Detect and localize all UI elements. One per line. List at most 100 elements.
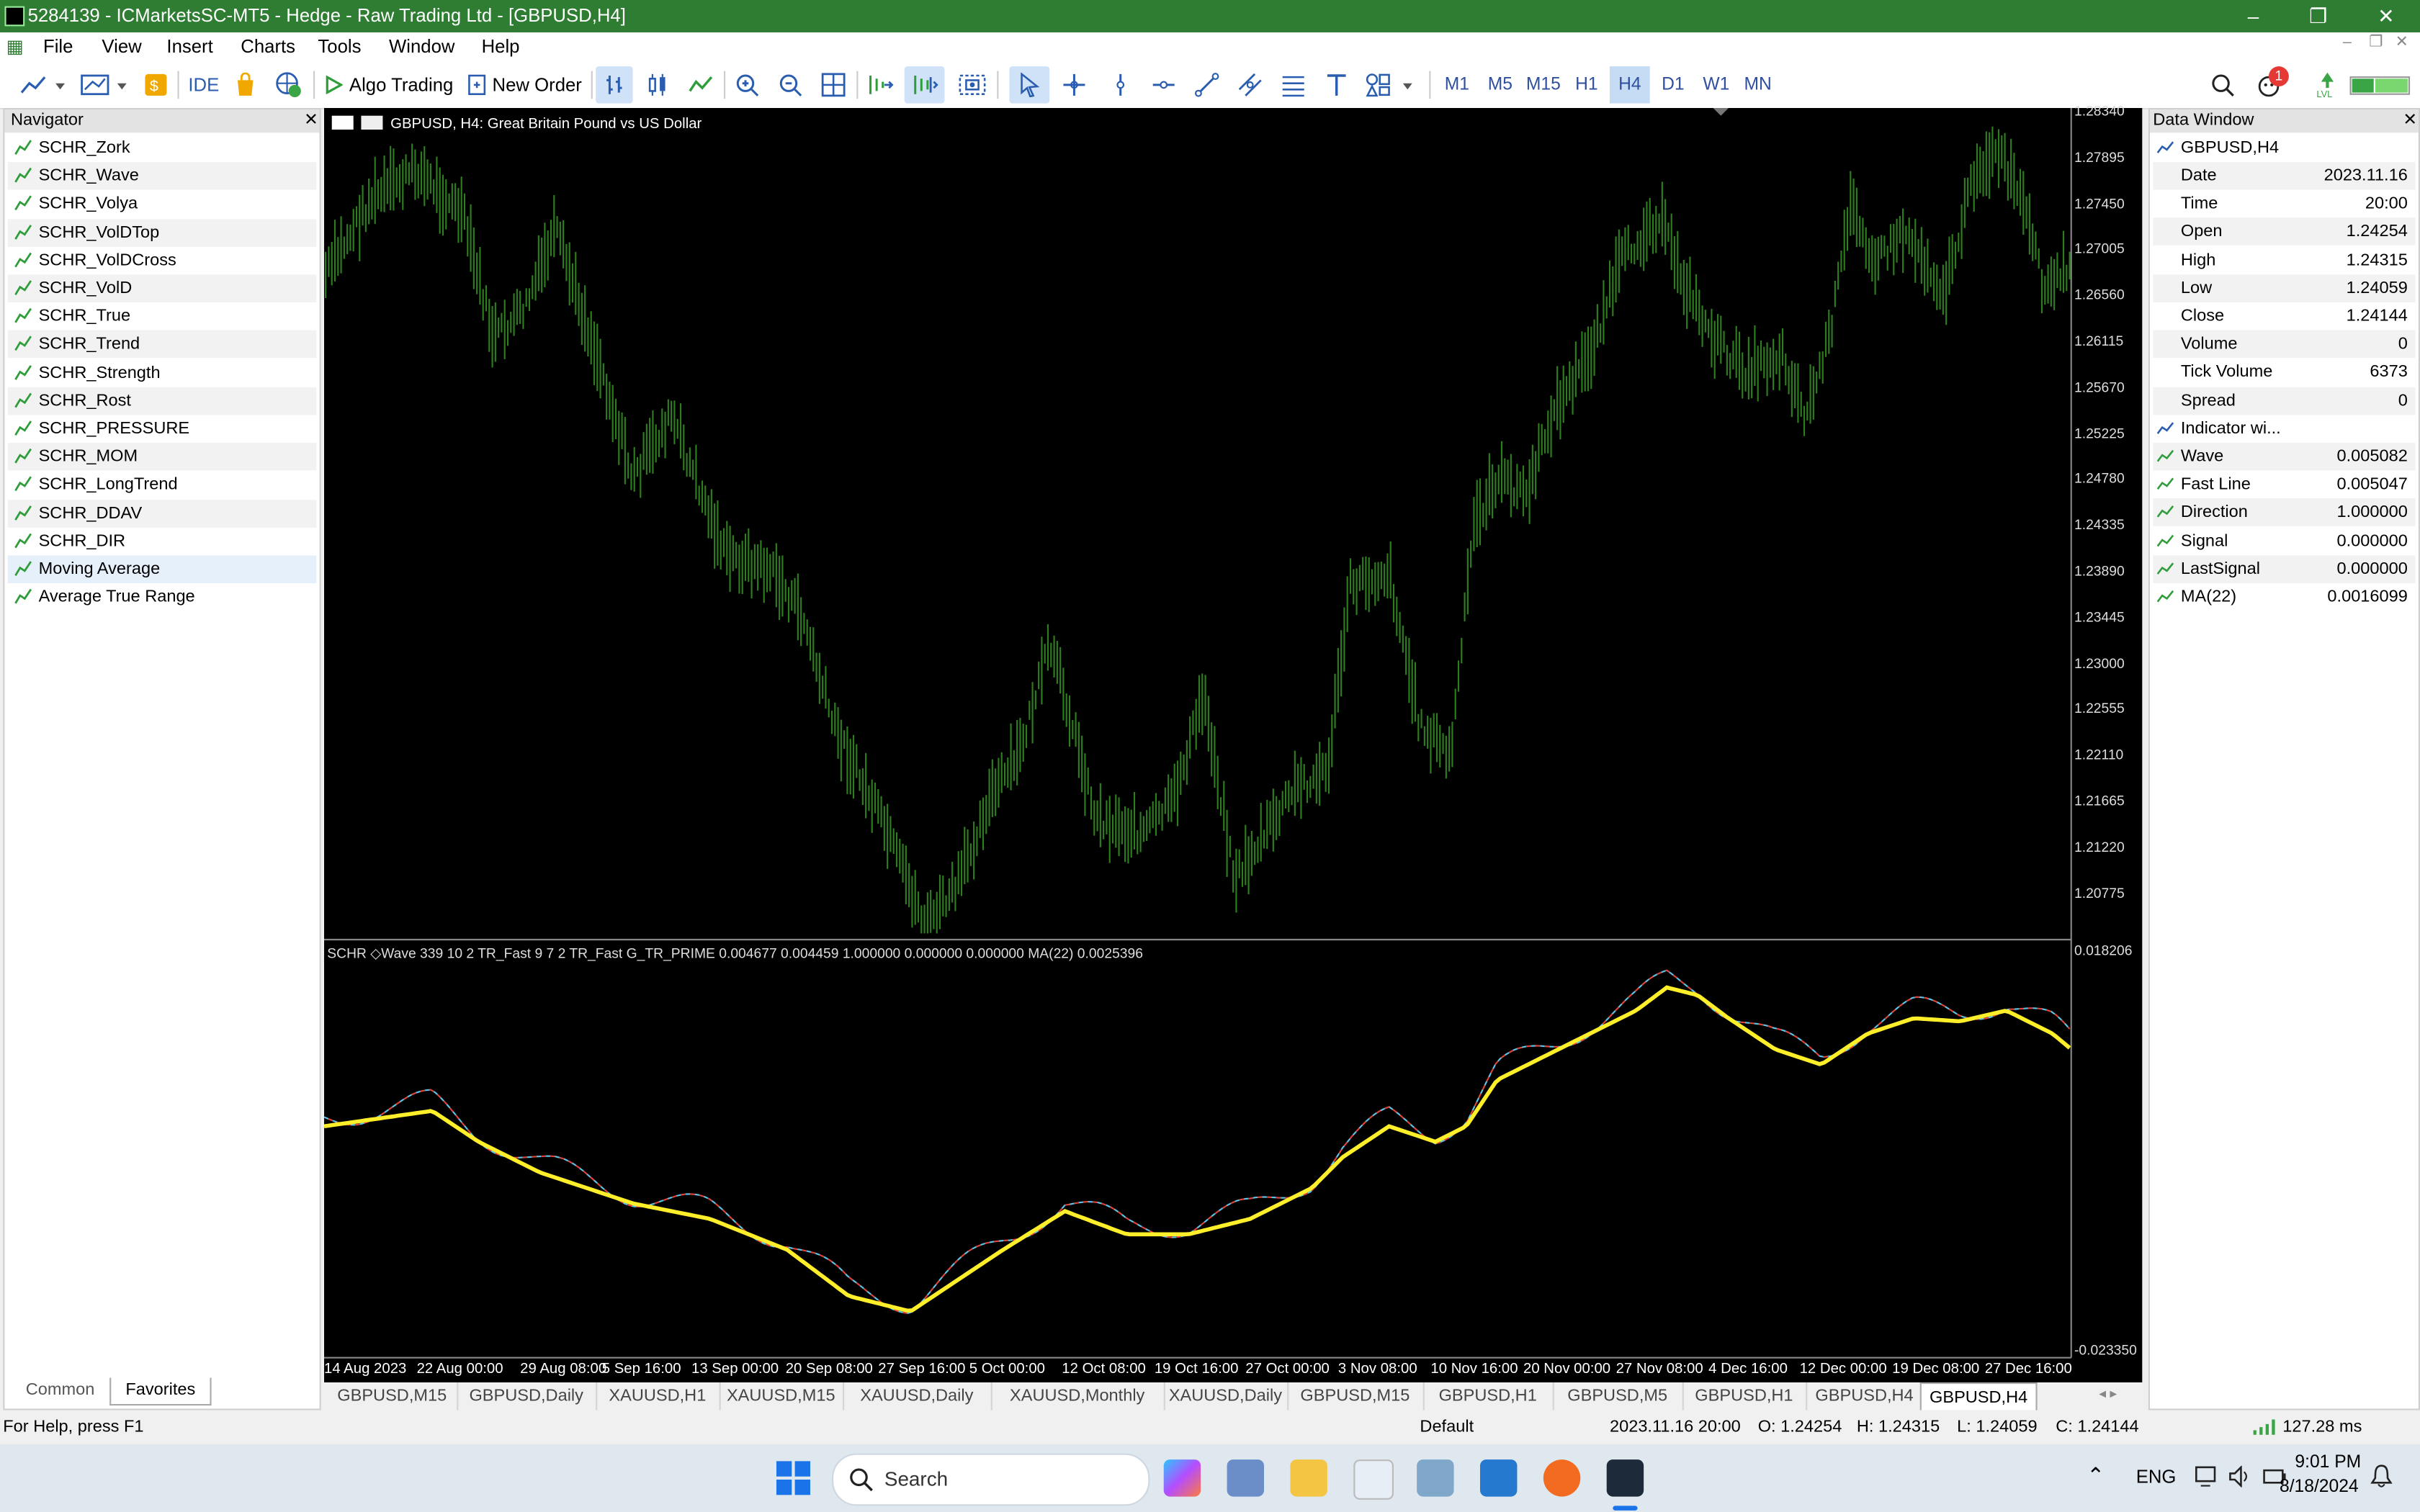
mdi-restore-icon[interactable]: ❐ [2369,34,2383,51]
menu-insert[interactable]: Insert [166,35,213,58]
minimize-icon[interactable]: – [2247,4,2259,28]
channel-icon[interactable] [1232,66,1268,103]
chart-window[interactable]: GBPUSD, H4: Great Britain Pound vs US Do… [324,104,2143,1382]
taskbar-search[interactable]: Search [832,1453,1150,1506]
language-indicator[interactable]: ENG [2136,1465,2177,1488]
windows-start-icon[interactable] [776,1461,810,1495]
ide-button[interactable]: IDE [188,73,220,96]
chart-tab[interactable]: GBPUSD,M5 [1553,1382,1684,1410]
timeframe-m1[interactable]: M1 [1444,76,1469,94]
file-explorer-icon[interactable] [1290,1459,1327,1497]
mdi-close-icon[interactable]: ✕ [2395,34,2408,51]
chart-tab[interactable]: XAUUSD,M15 [720,1382,845,1410]
menu-view[interactable]: View [102,35,142,58]
navigator-item[interactable]: SCHR_MOM [7,443,317,471]
chart-tab[interactable]: XAUUSD,Daily [1164,1382,1289,1410]
photos-icon[interactable] [1227,1459,1264,1497]
chart-tab[interactable]: GBPUSD,Daily [457,1382,598,1410]
navigator-item[interactable]: SCHR_Zork [8,134,317,162]
chart-menu-icon[interactable]: ▦ [6,35,24,58]
algo-trading-button[interactable]: Algo Trading [321,66,457,103]
fibonacci-icon[interactable] [1275,66,1312,103]
chart-canvas[interactable] [324,108,2142,1382]
tab-common[interactable]: Common [25,1380,95,1400]
navigator-item[interactable]: SCHR_LongTrend [8,471,317,499]
candlestick-chart-icon[interactable] [639,66,676,103]
notification-bell-icon[interactable] [2370,1464,2393,1489]
chart-tab[interactable]: XAUUSD,H1 [596,1382,721,1410]
navigator-item[interactable]: SCHR_VolDCross [8,246,317,274]
timeframe-d1[interactable]: D1 [1662,76,1685,94]
menu-tools[interactable]: Tools [318,35,362,58]
navigator-item[interactable]: SCHR_Wave [7,162,317,190]
volume-icon[interactable] [2228,1465,2253,1488]
navigator-item[interactable]: Average True Range [8,583,317,611]
timeframe-h1[interactable]: H1 [1575,76,1598,94]
tab-scroll-icon[interactable]: ◂ ▸ [2099,1385,2118,1401]
menu-help[interactable]: Help [481,35,520,58]
chevron-up-icon[interactable]: ⌃ [2087,1462,2105,1488]
search-icon[interactable] [2204,66,2241,103]
data-window-close-icon[interactable]: ✕ [2403,111,2418,130]
chart-tab[interactable]: GBPUSD,H1 [1682,1382,1808,1410]
navigator-item[interactable]: SCHR_DDAV [7,499,317,527]
new-order-button[interactable]: New Order [463,66,586,103]
zoom-out-icon[interactable] [771,66,808,103]
timeframe-w1[interactable]: W1 [1703,76,1730,94]
crosshair-icon[interactable] [1056,66,1093,103]
menu-charts[interactable]: Charts [241,35,296,58]
shapes-icon[interactable] [1361,66,1420,103]
market-bag-icon[interactable] [231,66,259,103]
grid-icon[interactable] [815,66,851,103]
vscode-icon[interactable] [1480,1459,1518,1497]
navigator-item[interactable]: Moving Average [7,555,317,583]
chart-tab[interactable]: GBPUSD,H1 [1423,1382,1554,1410]
navigator-item[interactable]: SCHR_DIR [8,527,317,555]
menu-file[interactable]: File [43,35,73,58]
chart-templates-icon[interactable] [77,66,130,103]
zoom-in-icon[interactable] [728,66,765,103]
navigator-item[interactable]: SCHR_Volya [8,190,317,218]
chart-shift-icon[interactable] [904,66,945,104]
navigator-item[interactable]: SCHR_VolDTop [7,218,317,246]
autoscroll-icon[interactable] [861,66,898,103]
text-icon[interactable] [1318,66,1355,103]
trend-line-icon[interactable] [1188,66,1225,103]
timeframe-m5[interactable]: M5 [1487,76,1512,94]
clock-time[interactable]: 9:01 PM [2295,1453,2362,1472]
vertical-line-icon[interactable] [1102,66,1139,103]
navigator-close-icon[interactable]: ✕ [304,111,318,130]
horizontal-line-icon[interactable] [1145,66,1182,103]
chart-tab[interactable]: GBPUSD,M15 [1287,1382,1425,1410]
timeframe-m15[interactable]: M15 [1525,76,1561,94]
chart-tab[interactable]: GBPUSD,H4 [1806,1382,1925,1410]
metaeditor-icon[interactable] [1417,1459,1454,1497]
copilot-icon[interactable] [1163,1459,1201,1497]
cursor-icon[interactable] [1009,66,1050,104]
battery-icon[interactable] [2262,1466,2287,1488]
clock-date[interactable]: 8/18/2024 [2280,1477,2359,1497]
menu-window[interactable]: Window [389,35,455,58]
metatrader-icon[interactable] [1606,1459,1644,1497]
timeframe-h4[interactable]: H4 [1610,66,1650,104]
screenshot-icon[interactable] [954,66,990,103]
navigator-item[interactable]: SCHR_Strength [8,359,317,387]
level-icon[interactable]: LVL [2311,66,2344,103]
line-chart-icon[interactable] [682,66,719,103]
bar-chart-icon[interactable] [596,66,633,104]
mdi-minimize-icon[interactable]: – [2342,34,2352,51]
chart-tab[interactable]: XAUUSD,Monthly [991,1382,1165,1410]
microsoft-store-icon[interactable] [1353,1459,1394,1500]
chart-tab[interactable]: GBPUSD,H4 [1919,1382,2038,1412]
firefox-icon[interactable] [1543,1459,1581,1497]
new-chart-icon[interactable] [15,66,68,103]
vps-icon[interactable] [272,66,305,103]
navigator-item[interactable]: SCHR_Rost [7,387,317,415]
navigator-item[interactable]: SCHR_VolD [7,274,317,302]
navigator-item[interactable]: SCHR_Trend [7,330,317,359]
navigator-item[interactable]: SCHR_True [8,302,317,330]
chart-tab[interactable]: XAUUSD,Daily [843,1382,992,1410]
chart-tab[interactable]: GBPUSD,M15 [327,1382,459,1410]
navigator-item[interactable]: SCHR_PRESSURE [8,415,317,443]
timeframe-mn[interactable]: MN [1744,76,1772,94]
